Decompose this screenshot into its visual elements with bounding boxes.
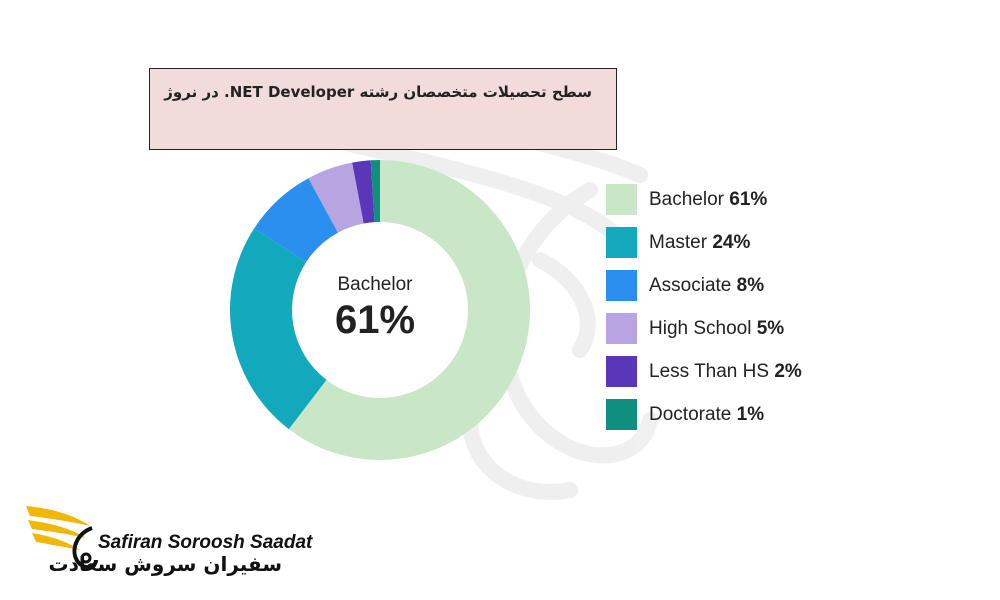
donut-center-value: 61% — [334, 298, 416, 342]
legend-item-less-than-hs: Less Than HS 2% — [606, 350, 802, 393]
donut-slice-high-school — [308, 162, 364, 233]
donut-slice-doctorate — [370, 160, 380, 223]
legend-label: High School — [649, 317, 752, 339]
legend-swatch — [606, 399, 637, 430]
donut-center-label: Bachelor — [337, 274, 413, 295]
legend-item-high-school: High School 5% — [606, 307, 802, 350]
legend-label: Less Than HS — [649, 360, 770, 382]
legend-value: 61% — [729, 188, 768, 210]
legend-item-master: Master 24% — [606, 221, 802, 264]
legend-label: Associate — [649, 274, 732, 296]
legend-swatch — [606, 184, 637, 215]
donut-slice-bachelor — [288, 160, 530, 460]
chart-title-box: سطح تحصیلات متخصصان رشته NET Developer. … — [149, 68, 617, 150]
legend-swatch — [606, 270, 637, 301]
legend-label: Master — [649, 231, 708, 253]
legend-swatch — [606, 313, 637, 344]
legend-value: 8% — [736, 274, 765, 296]
donut-slice-less-than-hs — [352, 160, 375, 224]
legend-item-bachelor: Bachelor 61% — [606, 178, 802, 221]
legend-swatch — [606, 227, 637, 258]
brand-name-fa: سفیران سروش سعادت — [48, 552, 283, 576]
legend-value: 24% — [712, 231, 751, 253]
wing-logo-icon — [26, 506, 98, 569]
donut-chart — [230, 160, 530, 460]
chart-legend: Bachelor 61% Master 24% Associate 8% Hig… — [606, 178, 802, 436]
legend-label: Bachelor — [649, 188, 724, 210]
legend-value: 5% — [756, 317, 785, 339]
donut-slice-associate — [254, 178, 338, 263]
chart-title: سطح تحصیلات متخصصان رشته NET Developer. … — [164, 83, 592, 101]
donut-slice-master — [230, 228, 327, 430]
legend-item-doctorate: Doctorate 1% — [606, 393, 802, 436]
legend-value: 1% — [736, 403, 765, 425]
legend-label: Doctorate — [649, 403, 732, 425]
brand-name-en: Safiran Soroosh Saadat — [98, 532, 313, 553]
legend-value: 2% — [774, 360, 802, 382]
legend-item-associate: Associate 8% — [606, 264, 802, 307]
legend-swatch — [606, 356, 637, 387]
